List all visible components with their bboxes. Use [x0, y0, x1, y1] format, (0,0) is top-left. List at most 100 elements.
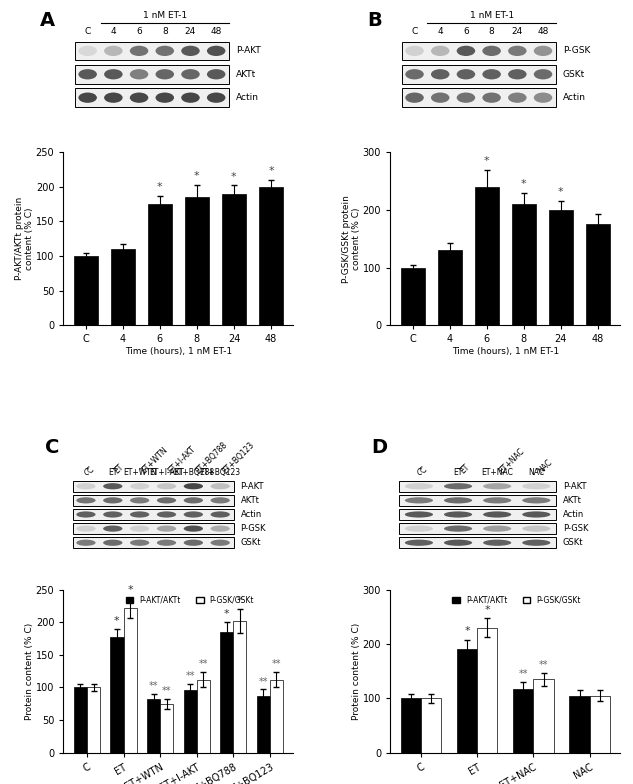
Ellipse shape: [483, 539, 511, 546]
Ellipse shape: [130, 525, 149, 532]
Text: Actin: Actin: [563, 510, 584, 519]
Legend: P-AKT/AKTt, P-GSK/GSKt: P-AKT/AKTt, P-GSK/GSKt: [450, 593, 584, 607]
Bar: [73, 523, 234, 534]
Text: ET: ET: [453, 468, 463, 477]
Text: P-GSK: P-GSK: [563, 46, 590, 56]
Bar: [513, 688, 534, 753]
Bar: [73, 495, 234, 506]
Text: **: **: [539, 660, 548, 670]
Legend: P-AKT/AKTt, P-GSK/GSKt: P-AKT/AKTt, P-GSK/GSKt: [123, 593, 256, 607]
Text: *: *: [521, 179, 527, 189]
Ellipse shape: [508, 93, 527, 103]
Text: *: *: [194, 172, 200, 181]
Ellipse shape: [405, 511, 433, 517]
Ellipse shape: [405, 69, 423, 79]
Ellipse shape: [103, 497, 122, 503]
Ellipse shape: [181, 45, 200, 56]
Text: ET+NAC: ET+NAC: [497, 447, 526, 476]
Ellipse shape: [157, 511, 176, 517]
Ellipse shape: [444, 497, 472, 503]
Ellipse shape: [78, 69, 97, 79]
Text: ET: ET: [113, 463, 126, 476]
Ellipse shape: [211, 511, 230, 517]
Text: NAC: NAC: [536, 458, 554, 476]
Bar: [197, 680, 210, 753]
Text: 1 nM ET-1: 1 nM ET-1: [470, 12, 514, 20]
Text: **: **: [162, 686, 172, 696]
Ellipse shape: [211, 539, 230, 546]
Bar: [75, 42, 229, 60]
Ellipse shape: [157, 497, 176, 503]
Bar: [402, 65, 556, 84]
Bar: [256, 696, 270, 753]
Ellipse shape: [522, 483, 551, 489]
Ellipse shape: [211, 483, 230, 489]
Bar: [402, 65, 556, 84]
Bar: [75, 37, 229, 107]
Text: 6: 6: [136, 27, 142, 36]
Text: Actin: Actin: [241, 510, 262, 519]
Text: B: B: [367, 11, 382, 30]
Text: 48: 48: [211, 27, 222, 36]
Y-axis label: Protein content (% C): Protein content (% C): [25, 622, 34, 720]
Ellipse shape: [431, 69, 449, 79]
Text: C: C: [84, 468, 89, 477]
Text: C: C: [417, 468, 422, 477]
Ellipse shape: [522, 525, 551, 532]
Ellipse shape: [207, 45, 225, 56]
Bar: [402, 42, 556, 60]
Text: 4: 4: [111, 27, 116, 36]
Text: AKTt: AKTt: [236, 70, 256, 78]
Bar: [111, 249, 135, 325]
Text: 24: 24: [511, 27, 523, 36]
Bar: [75, 65, 229, 84]
Bar: [477, 628, 498, 753]
Text: **: **: [185, 671, 195, 681]
Text: ET+I-AKT: ET+I-AKT: [149, 468, 184, 477]
Ellipse shape: [534, 45, 552, 56]
Text: P-GSK: P-GSK: [563, 524, 588, 533]
Ellipse shape: [76, 483, 96, 489]
Text: C: C: [85, 27, 91, 36]
Ellipse shape: [130, 539, 149, 546]
Ellipse shape: [522, 511, 551, 517]
Text: *: *: [237, 596, 242, 606]
Text: P-AKT: P-AKT: [241, 481, 264, 491]
Text: **: **: [258, 677, 268, 687]
Bar: [148, 204, 172, 325]
Y-axis label: P-GSK/GSKt protein
content (% C): P-GSK/GSKt protein content (% C): [342, 195, 361, 283]
Text: C: C: [419, 466, 429, 476]
Bar: [259, 187, 283, 325]
Text: *: *: [484, 604, 490, 615]
Ellipse shape: [431, 45, 449, 56]
Ellipse shape: [156, 93, 174, 103]
Text: ET+BQ788: ET+BQ788: [173, 468, 214, 477]
Ellipse shape: [456, 45, 475, 56]
Text: ET+I-AKT: ET+I-AKT: [166, 445, 197, 476]
Bar: [75, 65, 229, 84]
Bar: [437, 250, 461, 325]
Bar: [475, 187, 499, 325]
Text: GSKt: GSKt: [241, 539, 261, 547]
Ellipse shape: [483, 511, 511, 517]
Text: GSKt: GSKt: [563, 70, 585, 78]
Bar: [399, 495, 556, 506]
Ellipse shape: [456, 93, 475, 103]
Text: P-AKT: P-AKT: [563, 481, 586, 491]
Bar: [399, 537, 556, 548]
Bar: [160, 704, 173, 753]
Ellipse shape: [482, 93, 501, 103]
Bar: [73, 537, 234, 548]
Ellipse shape: [483, 525, 511, 532]
Bar: [73, 509, 234, 520]
Ellipse shape: [130, 511, 149, 517]
Ellipse shape: [522, 539, 551, 546]
Ellipse shape: [103, 483, 122, 489]
Ellipse shape: [130, 69, 148, 79]
Text: *: *: [268, 166, 274, 176]
Text: AKTt: AKTt: [241, 495, 260, 505]
Ellipse shape: [483, 497, 511, 503]
Ellipse shape: [444, 511, 472, 517]
Y-axis label: Protein content (% C): Protein content (% C): [352, 622, 361, 720]
Ellipse shape: [405, 539, 433, 546]
